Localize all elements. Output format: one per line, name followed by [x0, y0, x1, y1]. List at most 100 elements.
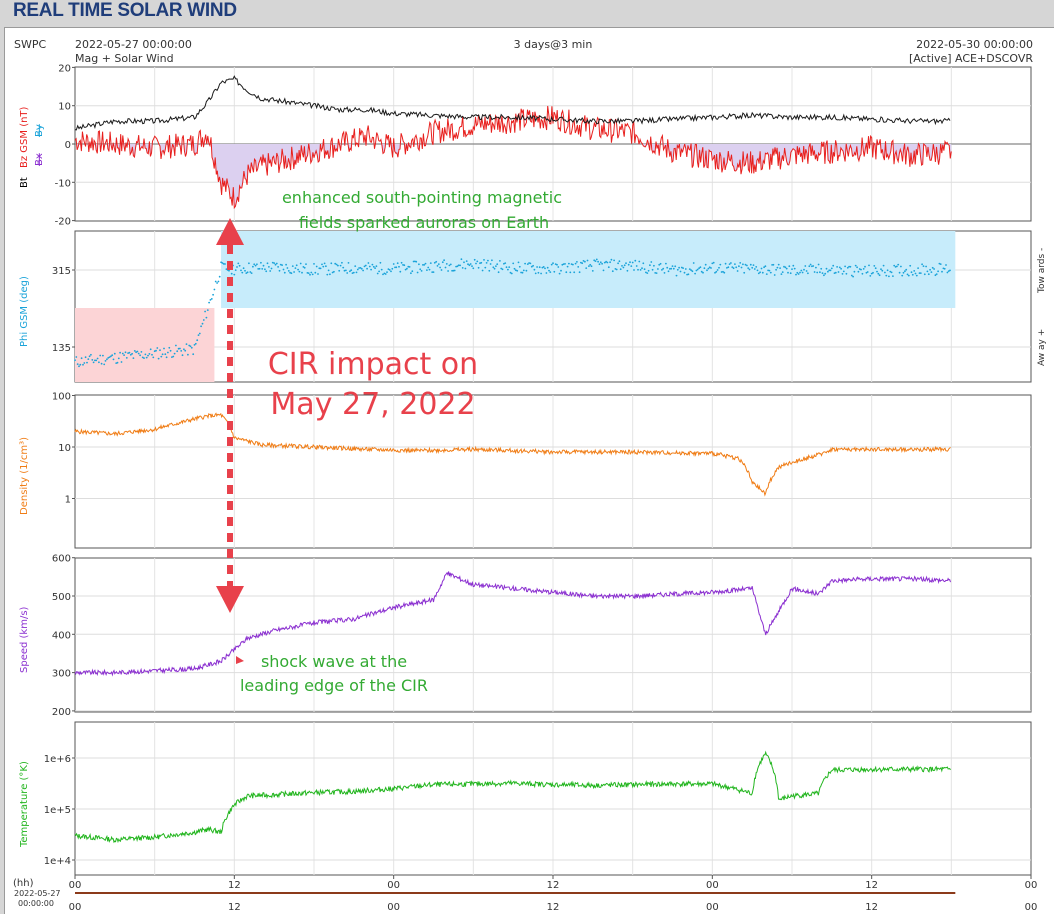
phi-point	[356, 268, 359, 271]
phi-point	[485, 262, 488, 264]
phi-point	[513, 267, 516, 270]
phi-point	[156, 347, 159, 349]
phi-point	[902, 271, 905, 274]
phi-point	[564, 263, 566, 265]
phi-towards-band	[221, 231, 956, 308]
phi-point	[888, 275, 890, 278]
phi-point	[943, 267, 946, 270]
bz-note-line2: fields sparked auroras on Earth	[299, 213, 549, 232]
phi-point	[777, 263, 780, 266]
phi-point	[375, 265, 378, 268]
phi-point	[161, 353, 164, 356]
phi-tick-label: 135	[52, 343, 71, 354]
phi-point	[129, 353, 132, 356]
time-span: 3 days@3 min	[514, 38, 593, 51]
phi-point	[469, 263, 472, 265]
phi-point	[921, 263, 923, 266]
phi-point	[821, 272, 824, 274]
phi-point	[553, 270, 556, 273]
speed-series-line	[74, 571, 951, 677]
phi-point	[857, 270, 860, 273]
phi-point	[236, 266, 238, 268]
phi-point	[117, 357, 120, 360]
phi-point	[937, 270, 939, 273]
phi-point	[318, 267, 321, 270]
temp-series-line	[74, 750, 951, 844]
phi-point	[707, 267, 710, 270]
phi-point	[307, 272, 310, 274]
phi-point	[785, 267, 788, 270]
phi-point	[800, 269, 803, 272]
phi-point	[299, 262, 302, 265]
phi-point	[360, 267, 363, 270]
phi-point	[728, 263, 731, 265]
phi-point	[172, 355, 175, 358]
phi-point	[120, 361, 123, 363]
phi-point	[379, 261, 382, 264]
phi-point	[467, 263, 469, 266]
phi-point	[495, 265, 497, 267]
phi-point	[797, 273, 800, 275]
phi-point	[591, 270, 594, 272]
x-tick-label-bottom: 00	[387, 902, 400, 913]
phi-point	[116, 361, 119, 364]
phi-point	[599, 261, 602, 264]
phi-point	[896, 265, 898, 268]
phi-point	[639, 269, 642, 271]
phi-point	[489, 263, 492, 265]
phi-point	[573, 271, 576, 274]
phi-point	[169, 349, 172, 352]
phi-point	[819, 271, 821, 274]
phi-point	[321, 263, 323, 266]
phi-point	[205, 316, 208, 319]
phi-point	[317, 273, 319, 275]
phi-point	[104, 360, 107, 362]
phi-point	[468, 264, 471, 267]
phi-point	[173, 352, 176, 355]
phi-point	[637, 268, 639, 271]
phi-point	[568, 262, 570, 265]
phi-point	[675, 274, 678, 277]
shock-note-line2: leading edge of the CIR	[240, 676, 428, 695]
phi-point	[761, 271, 764, 274]
phi-point	[645, 271, 647, 274]
phi-point	[329, 273, 331, 276]
phi-point	[512, 262, 515, 265]
phi-point	[807, 272, 809, 275]
phi-point	[674, 265, 677, 268]
phi-point	[337, 264, 339, 267]
phi-point	[661, 269, 663, 271]
phi-point	[792, 264, 795, 267]
phi-point	[335, 263, 338, 266]
phi-point	[448, 264, 451, 267]
phi-point	[370, 268, 372, 271]
x-tick-label-bottom: 12	[865, 902, 878, 913]
phi-point	[736, 270, 739, 272]
phi-point	[803, 268, 805, 271]
phi-point	[838, 266, 841, 269]
phi-point	[755, 266, 758, 268]
phi-point	[676, 268, 679, 271]
phi-point	[788, 265, 791, 268]
phi-point	[731, 266, 734, 268]
phi-point	[565, 271, 568, 274]
phi-point	[842, 270, 845, 273]
phi-point	[456, 265, 459, 268]
speed-tick-label: 300	[52, 669, 71, 680]
phi-point	[492, 266, 495, 269]
phi-point	[423, 264, 426, 266]
phi-point	[315, 265, 318, 268]
phi-point	[529, 262, 532, 265]
phi-point	[168, 346, 171, 349]
phi-point	[704, 263, 707, 266]
phi-point	[111, 354, 114, 357]
phi-point	[428, 268, 431, 271]
phi-point	[739, 262, 742, 264]
phi-point	[773, 274, 776, 276]
phi-point	[606, 261, 609, 264]
phi-point	[431, 271, 434, 273]
phi-point	[94, 359, 96, 362]
phi-point	[262, 264, 265, 267]
phi-point	[694, 272, 696, 275]
phi-point	[706, 269, 708, 272]
